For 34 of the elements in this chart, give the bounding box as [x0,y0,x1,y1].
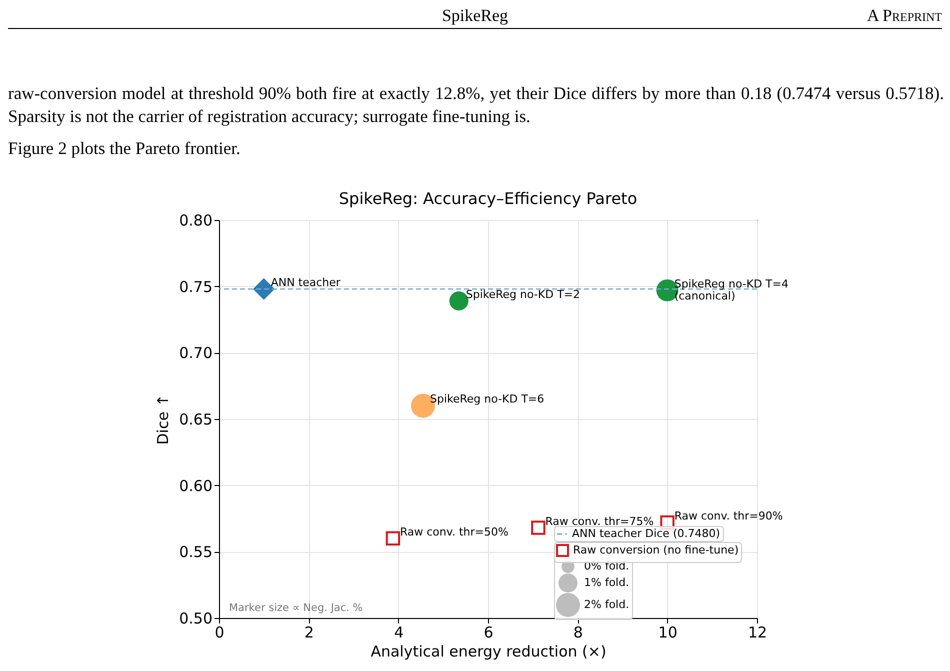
caption: Figure 2 plots the Pareto frontier. [8,137,242,160]
legend-label: ANN teacher Dice (0.7480) [572,527,720,540]
x-tick-label: 6 [484,624,494,642]
y-tick-label: 0.70 [179,344,212,362]
annotation: ANN teacher [270,276,341,289]
y-tick-label: 0.75 [179,278,212,296]
x-tick-label: 4 [394,624,404,642]
legend-label: 2% fold. [584,598,630,611]
annotation: Raw conv. thr=50% [400,525,508,538]
chart-title: SpikeReg: Accuracy–Efficiency Pareto [338,189,638,208]
point [386,531,400,546]
y-tick-label: 0.50 [179,610,212,628]
x-tick-label: 0 [214,624,224,642]
legend-label: 1% fold. [584,576,630,589]
x-tick-label: 2 [304,624,314,642]
point [531,520,546,535]
text: SpikeReg [442,6,508,25]
y-tick-label: 0.80 [179,212,212,230]
annotation: SpikeReg no-KD T=4 (canonical) [674,277,788,302]
text: A Preprint [866,6,942,26]
y-tick-label: 0.65 [179,410,212,428]
x-tick-label: 10 [658,624,678,642]
text: raw-conversion model at threshold 90% both fire at exactly 12.8%, yet their Dice differs by more than 0.18 (0.7474 versus 0.5718). Sparsity is not the carrier of registration accuracy; surrogate fine-tuning is. [8,82,944,128]
y-tick-label: 0.60 [179,476,212,495]
y-tick-label: 0.55 [179,543,212,562]
annotation: Marker size ∝ Neg. Jac. % [229,602,363,614]
x-axis-title: Analytical energy reduction (×) [370,642,606,660]
y-axis-title: Dice ↑ [154,394,172,445]
annotation: Raw conv. thr=75% [545,514,654,528]
annotation: SpikeReg no-KD T=2 [466,288,580,301]
x-tick-label: 12 [748,624,768,642]
annotation: Raw conv. thr=90% [674,509,783,522]
x-tick-label: 8 [573,624,583,642]
legend-label: Raw conversion (no fine-tune) [573,544,739,556]
